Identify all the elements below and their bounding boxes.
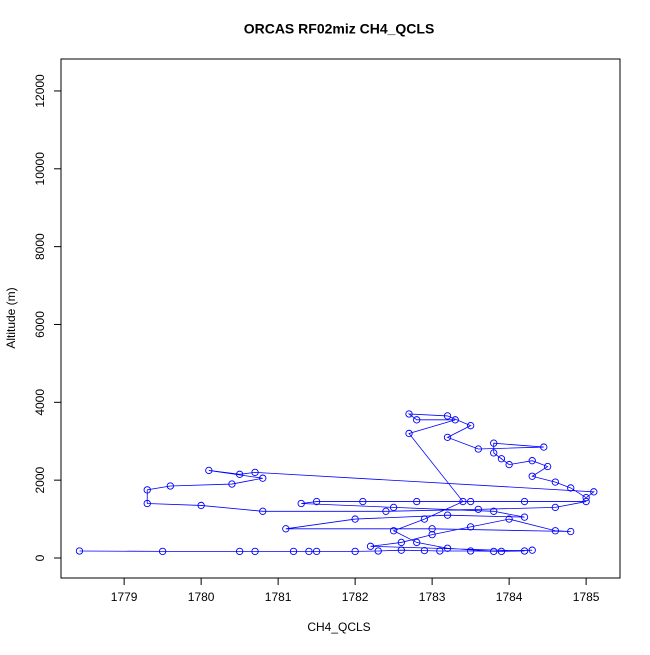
point	[582, 494, 590, 502]
x-tick-label: 1783	[419, 590, 446, 604]
y-tick-label: 12000	[33, 74, 47, 108]
point	[420, 515, 429, 523]
point	[490, 439, 498, 447]
y-tick-label: 4000	[33, 389, 47, 416]
point	[520, 497, 529, 506]
point	[474, 505, 482, 513]
point	[305, 547, 313, 556]
point	[197, 501, 205, 510]
point	[205, 466, 213, 475]
point	[282, 525, 290, 533]
point	[520, 547, 529, 555]
y-tick-label: 2000	[33, 466, 47, 493]
point	[528, 472, 536, 480]
point	[382, 507, 390, 515]
point	[312, 547, 321, 556]
point	[436, 547, 444, 555]
point	[428, 530, 436, 539]
point	[443, 511, 452, 519]
point	[520, 513, 529, 521]
point	[505, 515, 513, 523]
point	[466, 497, 475, 506]
point	[528, 546, 536, 554]
point	[428, 525, 436, 533]
point	[413, 538, 421, 547]
point	[551, 478, 559, 486]
y-tick-label: 6000	[33, 311, 47, 338]
point	[497, 455, 506, 463]
point	[405, 429, 413, 438]
point	[466, 422, 475, 430]
point	[289, 547, 298, 556]
y-tick-label: 10000	[33, 152, 47, 186]
point	[228, 480, 236, 488]
point	[413, 497, 421, 506]
point	[143, 486, 151, 494]
point	[351, 547, 359, 556]
point	[451, 416, 459, 424]
point	[505, 460, 513, 469]
point	[490, 547, 498, 556]
point	[366, 542, 375, 550]
point	[235, 470, 244, 478]
point	[459, 497, 467, 506]
point	[443, 433, 452, 441]
point	[413, 416, 421, 424]
point	[528, 457, 536, 465]
point	[466, 523, 475, 531]
point	[158, 547, 167, 556]
point	[540, 443, 548, 451]
x-tick-label: 1781	[265, 590, 292, 604]
point	[567, 527, 575, 536]
x-tick-label: 1780	[188, 590, 215, 604]
x-tick-label: 1779	[111, 590, 138, 604]
point	[359, 497, 367, 506]
point	[259, 507, 267, 515]
point	[297, 499, 305, 508]
point	[490, 507, 498, 515]
point	[351, 515, 359, 523]
x-tick-label: 1785	[573, 590, 600, 604]
point	[235, 547, 244, 556]
point	[389, 527, 398, 535]
point	[443, 544, 452, 552]
point	[405, 410, 413, 418]
point	[374, 547, 382, 555]
point	[590, 488, 598, 496]
point	[567, 484, 575, 492]
point	[443, 412, 452, 420]
point	[251, 547, 259, 556]
point	[166, 482, 174, 490]
y-axis-label: Altitude (m)	[4, 287, 18, 348]
series-line	[79, 413, 595, 552]
point	[466, 547, 475, 555]
point	[490, 449, 498, 457]
point	[397, 546, 405, 554]
point	[474, 445, 482, 453]
point	[582, 497, 590, 506]
point	[251, 468, 259, 477]
x-tick-label: 1784	[496, 590, 523, 604]
point	[143, 499, 151, 508]
point	[551, 503, 559, 512]
chart-title: ORCAS RF02miz CH4_QCLS	[244, 21, 435, 37]
point	[389, 503, 398, 512]
point	[551, 527, 559, 535]
y-tick-label: 0	[33, 554, 47, 561]
point	[497, 547, 506, 556]
plot-frame	[60, 58, 621, 579]
point	[312, 497, 321, 506]
y-tick-label: 8000	[33, 233, 47, 260]
point	[543, 462, 552, 471]
x-axis-label: CH4_QCLS	[307, 620, 370, 634]
point	[259, 474, 267, 482]
x-tick-label: 1782	[342, 590, 369, 604]
point	[75, 547, 84, 555]
point	[420, 546, 429, 555]
point	[397, 538, 405, 547]
